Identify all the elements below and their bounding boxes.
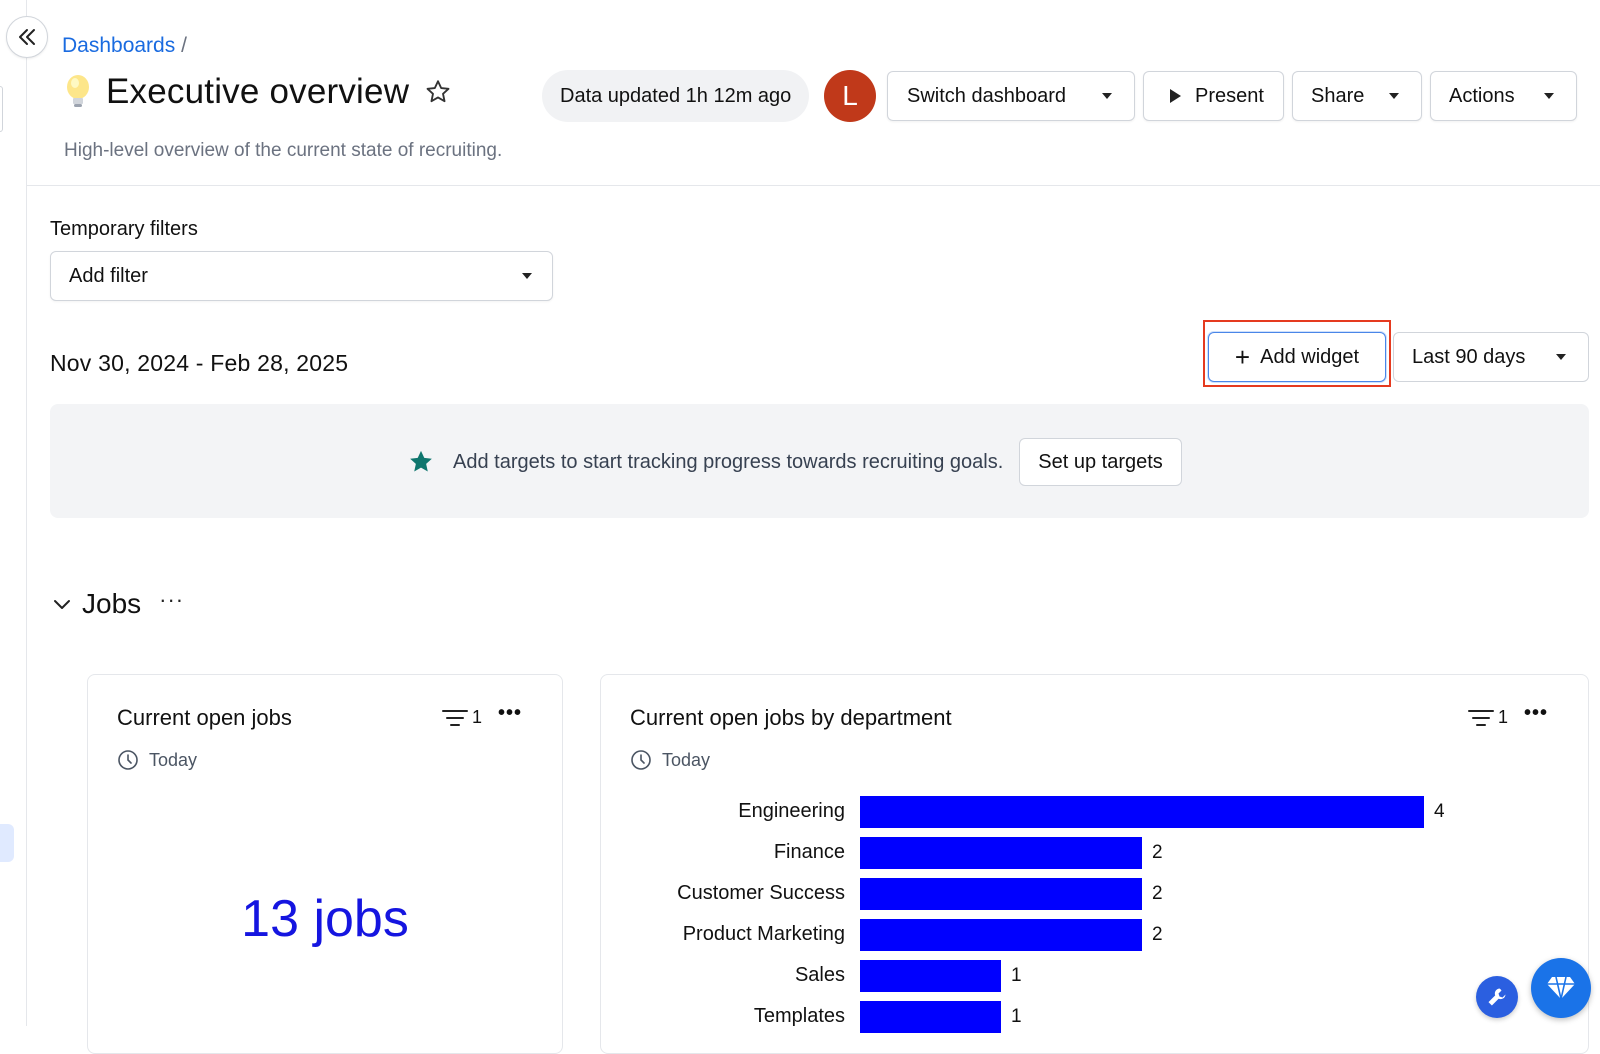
actions-label: Actions bbox=[1449, 84, 1515, 107]
page-subtitle: High-level overview of the current state… bbox=[64, 140, 503, 161]
targets-content: Add targets to start tracking progress t… bbox=[407, 438, 1182, 486]
lightbulb-icon bbox=[67, 75, 89, 107]
caret-down-icon bbox=[1102, 93, 1112, 99]
card-period: Today bbox=[117, 749, 197, 771]
tools-button[interactable] bbox=[1476, 976, 1518, 1018]
data-updated-badge: Data updated 1h 12m ago bbox=[542, 70, 810, 122]
bar[interactable] bbox=[860, 837, 1142, 869]
highlight-outline bbox=[1203, 320, 1391, 387]
open-jobs-by-department-card: Current open jobs by department 1 ••• To… bbox=[600, 674, 1589, 1054]
set-up-targets-button[interactable]: Set up targets bbox=[1019, 438, 1182, 486]
bar-value-label: 2 bbox=[1152, 924, 1163, 945]
star-outline-icon bbox=[426, 80, 450, 103]
add-filter-dropdown[interactable]: Add filter bbox=[50, 251, 553, 301]
bar-label: Engineering bbox=[738, 800, 845, 822]
caret-down-icon bbox=[1544, 93, 1554, 99]
collapse-sidebar-button[interactable] bbox=[6, 16, 48, 58]
targets-message: Add targets to start tracking progress t… bbox=[453, 450, 1004, 473]
title-row: Executive overview bbox=[64, 72, 453, 112]
bar-value-label: 1 bbox=[1011, 965, 1022, 986]
share-label: Share bbox=[1311, 84, 1365, 107]
bar[interactable] bbox=[860, 878, 1142, 910]
actions-button[interactable]: Actions bbox=[1430, 71, 1577, 121]
rail-active-marker bbox=[0, 824, 14, 862]
avatar[interactable]: L bbox=[824, 70, 876, 122]
targets-banner bbox=[50, 404, 1589, 518]
filters-label: Temporary filters bbox=[50, 218, 198, 240]
bar-label: Product Marketing bbox=[682, 923, 845, 945]
period-dropdown[interactable]: Last 90 days bbox=[1393, 332, 1589, 382]
left-rail bbox=[0, 0, 27, 1026]
more-options-icon[interactable]: ••• bbox=[1524, 701, 1549, 724]
card-period: Today bbox=[630, 749, 710, 771]
plus-icon: + bbox=[1234, 342, 1251, 372]
date-range: Nov 30, 2024 - Feb 28, 2025 bbox=[50, 350, 349, 376]
card-title: Current open jobs bbox=[117, 705, 292, 730]
bar-value-label: 1 bbox=[1011, 1006, 1022, 1027]
card-tools: 1 ••• bbox=[442, 703, 522, 728]
rail-marker bbox=[0, 86, 3, 132]
period-label: Last 90 days bbox=[1412, 345, 1526, 368]
breadcrumb-separator: / bbox=[181, 34, 187, 57]
jobs-section-header: Jobs ··· bbox=[52, 588, 184, 620]
bar-label: Sales bbox=[794, 964, 845, 986]
bar[interactable] bbox=[860, 1001, 1001, 1033]
header-divider bbox=[27, 185, 1600, 186]
add-widget-label: Add widget bbox=[1260, 345, 1360, 368]
card-tools: 1 ••• bbox=[1468, 703, 1548, 728]
section-more-icon[interactable]: ··· bbox=[159, 587, 185, 612]
diamond-icon bbox=[1547, 976, 1575, 1000]
bar[interactable] bbox=[860, 919, 1142, 951]
breadcrumb-dashboards-link[interactable]: Dashboards bbox=[62, 34, 176, 57]
filter-icon[interactable] bbox=[1468, 708, 1494, 728]
add-widget-button[interactable]: + Add widget bbox=[1208, 332, 1386, 382]
chevron-down-icon[interactable] bbox=[52, 594, 72, 614]
bar-label: Templates bbox=[753, 1005, 845, 1027]
bar-label: Finance bbox=[773, 841, 845, 863]
page-title: Executive overview bbox=[106, 72, 410, 111]
help-assistant-button[interactable] bbox=[1531, 958, 1591, 1018]
star-icon bbox=[410, 450, 432, 472]
clock-icon bbox=[631, 750, 651, 770]
bar[interactable] bbox=[860, 796, 1424, 828]
card-title: Current open jobs by department bbox=[630, 705, 952, 730]
share-button[interactable]: Share bbox=[1292, 71, 1422, 121]
card-period-label: Today bbox=[662, 749, 711, 770]
present-label: Present bbox=[1195, 84, 1264, 107]
bar-value-label: 2 bbox=[1152, 883, 1163, 904]
bar[interactable] bbox=[860, 960, 1001, 992]
play-icon bbox=[1170, 89, 1181, 103]
bar-label: Customer Success bbox=[677, 882, 845, 904]
add-filter-label: Add filter bbox=[69, 264, 148, 287]
present-button[interactable]: Present bbox=[1143, 71, 1284, 121]
breadcrumb: Dashboards / bbox=[62, 34, 187, 58]
filter-icon[interactable] bbox=[442, 708, 468, 728]
more-options-icon[interactable]: ••• bbox=[498, 701, 523, 724]
open-jobs-card: Current open jobs 1 ••• Today 13 jobs bbox=[87, 674, 563, 1054]
switch-dashboard-button[interactable]: Switch dashboard bbox=[887, 71, 1135, 121]
filter-count: 1 bbox=[1498, 707, 1509, 727]
clock-icon bbox=[118, 750, 138, 770]
bar-value-label: 2 bbox=[1152, 842, 1163, 863]
open-jobs-value: 13 jobs bbox=[241, 890, 409, 948]
card-period-label: Today bbox=[149, 749, 198, 770]
section-title: Jobs bbox=[82, 588, 142, 619]
bar-value-label: 4 bbox=[1434, 801, 1445, 822]
caret-down-icon bbox=[522, 273, 532, 279]
favorite-button[interactable] bbox=[423, 77, 453, 107]
caret-down-icon bbox=[1389, 93, 1399, 99]
caret-down-icon bbox=[1556, 354, 1566, 360]
wrench-icon bbox=[1488, 988, 1506, 1006]
double-chevron-left-icon bbox=[19, 29, 35, 45]
switch-dashboard-label: Switch dashboard bbox=[907, 84, 1066, 107]
filter-count: 1 bbox=[472, 707, 483, 727]
